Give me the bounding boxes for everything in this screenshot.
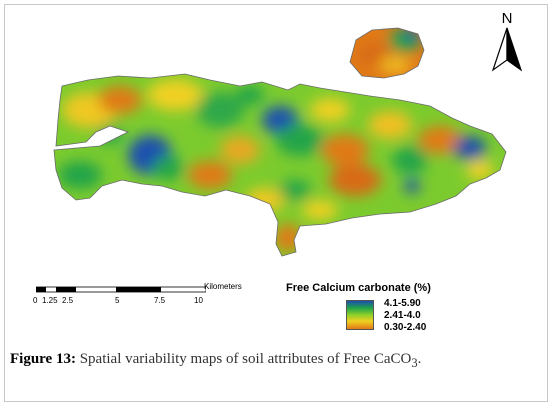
scale-bar: 0 1.25 2.5 5 7.5 10 Kilometers [33, 282, 266, 308]
legend-label-low: 0.30-2.40 [384, 322, 427, 333]
scale-tick-1-25: 1.25 [42, 296, 58, 305]
scale-tick-0: 0 [33, 296, 38, 305]
legend-color-ramp [346, 300, 374, 330]
north-arrow: N [482, 10, 532, 80]
district-boundary [53, 73, 507, 257]
scale-bar-graphic [36, 286, 206, 293]
scale-unit: Kilometers [204, 282, 242, 291]
legend-label-medium: 2.41-4.0 [384, 310, 421, 321]
figure-number: Figure 13: [10, 351, 76, 367]
legend-title: Free Calcium carbonate (%) [286, 282, 431, 294]
scale-tick-2-5: 2.5 [62, 296, 74, 305]
north-arrow-icon [491, 27, 523, 72]
caption-end: . [417, 351, 422, 367]
north-label: N [501, 10, 513, 27]
scale-tick-10: 10 [194, 296, 203, 305]
caption-subscript: 3 [411, 356, 418, 370]
figure-caption: Figure 13: Spatial variability maps of s… [10, 348, 540, 374]
caption-text: Spatial variability maps of soil attribu… [75, 351, 412, 367]
legend-label-high: 4.1-5.90 [384, 298, 421, 309]
northern-exclave-boundary [349, 27, 425, 79]
scale-tick-7-5: 7.5 [154, 296, 166, 305]
scale-tick-5: 5 [115, 296, 120, 305]
